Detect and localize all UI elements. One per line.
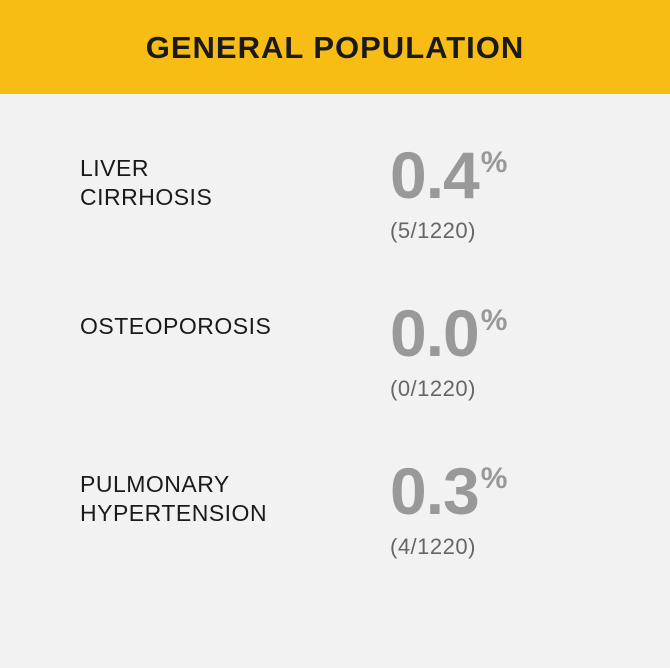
- percent-sign: %: [481, 146, 508, 179]
- fraction-text: (5/1220): [390, 218, 610, 244]
- value-col: 0.3% (4/1220): [390, 458, 610, 560]
- percent-sign: %: [481, 462, 508, 495]
- label-col: OSTEOPOROSIS: [80, 300, 390, 341]
- condition-label: PULMONARY HYPERTENSION: [80, 470, 390, 528]
- percentage-value: 0.3%: [390, 458, 610, 524]
- label-line-1: PULMONARY: [80, 471, 230, 497]
- fraction-text: (0/1220): [390, 376, 610, 402]
- label-col: LIVER CIRRHOSIS: [80, 142, 390, 212]
- fraction-text: (4/1220): [390, 534, 610, 560]
- content-panel: LIVER CIRRHOSIS 0.4% (5/1220) OSTEOPOROS…: [0, 94, 670, 600]
- label-col: PULMONARY HYPERTENSION: [80, 458, 390, 528]
- value-col: 0.0% (0/1220): [390, 300, 610, 402]
- percent-sign: %: [481, 304, 508, 337]
- stat-row: OSTEOPOROSIS 0.0% (0/1220): [80, 300, 610, 402]
- value-number: 0.0: [390, 296, 479, 370]
- header-bar: GENERAL POPULATION: [0, 0, 670, 94]
- value-number: 0.4: [390, 138, 479, 212]
- value-col: 0.4% (5/1220): [390, 142, 610, 244]
- condition-label: LIVER CIRRHOSIS: [80, 154, 390, 212]
- condition-label: OSTEOPOROSIS: [80, 312, 390, 341]
- value-number: 0.3: [390, 454, 479, 528]
- percentage-value: 0.0%: [390, 300, 610, 366]
- label-line-1: OSTEOPOROSIS: [80, 313, 271, 339]
- label-line-2: HYPERTENSION: [80, 500, 267, 526]
- label-line-1: LIVER: [80, 155, 149, 181]
- header-title: GENERAL POPULATION: [0, 30, 670, 66]
- stat-row: LIVER CIRRHOSIS 0.4% (5/1220): [80, 142, 610, 244]
- stat-row: PULMONARY HYPERTENSION 0.3% (4/1220): [80, 458, 610, 560]
- percentage-value: 0.4%: [390, 142, 610, 208]
- label-line-2: CIRRHOSIS: [80, 184, 212, 210]
